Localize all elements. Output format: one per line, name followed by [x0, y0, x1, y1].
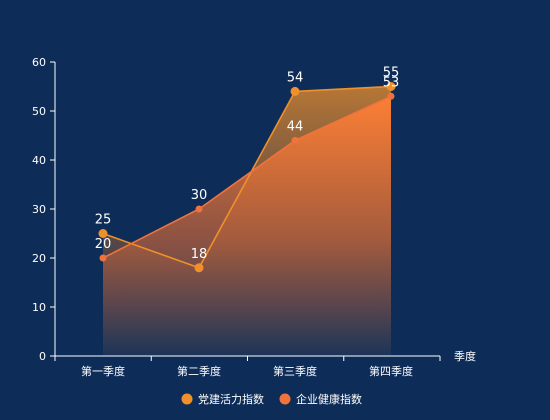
- series-0-point[interactable]: [98, 229, 108, 238]
- y-tick-label: 60: [32, 56, 46, 69]
- points-layer: [98, 82, 396, 273]
- series-1-point[interactable]: [291, 136, 299, 144]
- legend-label-1[interactable]: 企业健康指数: [296, 392, 362, 406]
- series-1-point[interactable]: [99, 254, 107, 262]
- legend-label-0[interactable]: 党建活力指数: [198, 392, 264, 406]
- x-axis-title: 季度: [454, 349, 476, 363]
- series-1-data-label: 20: [95, 237, 112, 252]
- y-tick-label: 40: [32, 154, 46, 167]
- x-tick-label: 第四季度: [369, 364, 413, 378]
- y-tick-label: 50: [32, 105, 46, 118]
- legend-swatch-0[interactable]: [181, 393, 193, 405]
- labels-layer: 25 18 54 55 20 30 44 53: [95, 66, 400, 262]
- legend-swatch-1[interactable]: [279, 393, 291, 405]
- legend-item-1[interactable]: 企业健康指数: [279, 392, 363, 406]
- series-line-1: [102, 95, 392, 259]
- series-area-1: [103, 96, 391, 357]
- x-tick-label: 第二季度: [177, 364, 221, 378]
- series-0-data-label: 54: [287, 70, 304, 85]
- series-0-data-label: 55: [383, 66, 400, 81]
- y-tick-label: 0: [39, 350, 46, 363]
- series-line-0: [102, 85, 392, 269]
- legend-item-0[interactable]: 党建活力指数: [181, 392, 265, 406]
- x-tick-label: 第一季度: [81, 364, 125, 378]
- series-1-point[interactable]: [387, 92, 395, 100]
- series-1-data-label: 30: [191, 188, 208, 203]
- series-1-point[interactable]: [195, 205, 203, 213]
- series-0-data-label: 25: [95, 213, 112, 228]
- series-0-data-label: 18: [191, 247, 208, 262]
- x-tick-label: 第三季度: [273, 364, 317, 378]
- lines-layer: [102, 85, 392, 269]
- y-tick-label: 30: [32, 203, 46, 216]
- y-tick-label: 10: [32, 301, 46, 314]
- axes-layer: 0 10 20 30 40 50 60 第一季度 第二季度 第三季度 第四季度 季度: [32, 56, 476, 378]
- series-0-point[interactable]: [290, 86, 300, 96]
- series-1-data-label: 53: [383, 75, 400, 90]
- series-0-point[interactable]: [386, 82, 396, 91]
- y-tick-label: 20: [32, 252, 46, 265]
- areas-layer: [103, 86, 391, 357]
- legend[interactable]: 党建活力指数 企业健康指数: [181, 392, 363, 406]
- series-1-data-label: 44: [287, 119, 304, 134]
- series-0-point[interactable]: [194, 263, 204, 273]
